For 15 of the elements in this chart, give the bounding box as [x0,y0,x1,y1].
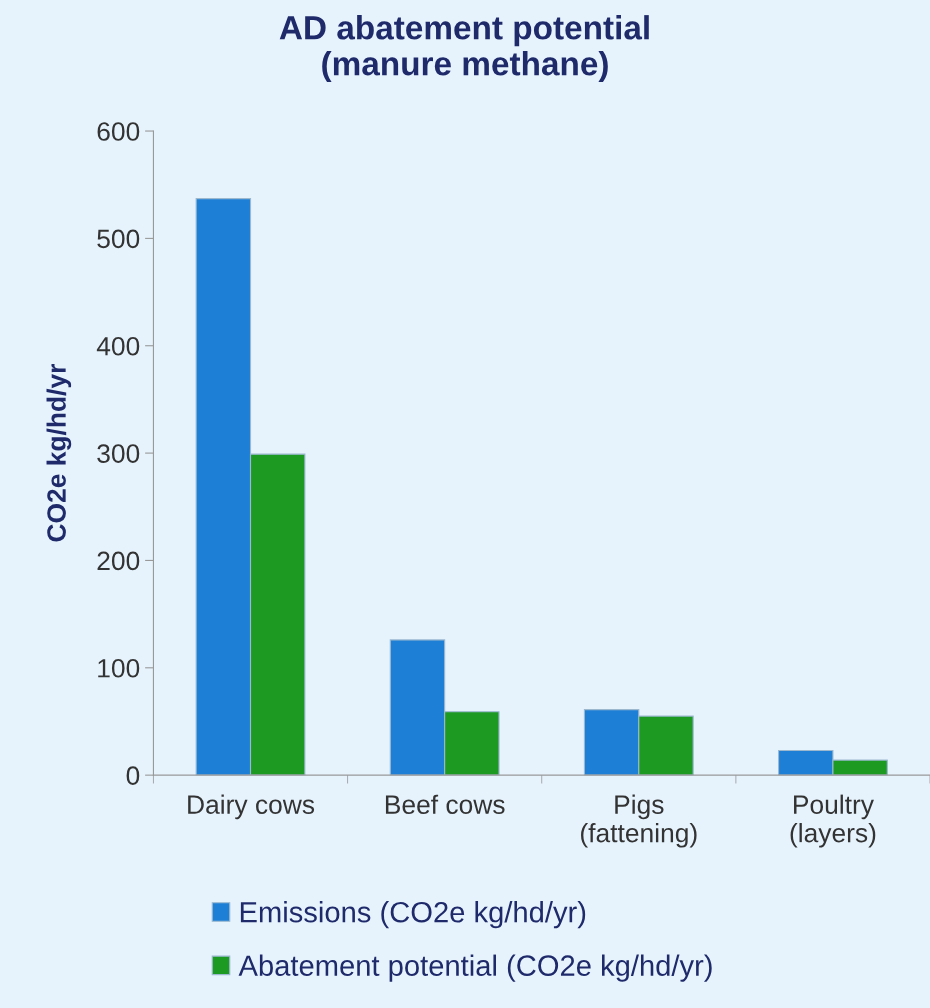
y-tick-label: 400 [96,336,140,356]
x-tick-label: Poultry (layers) [790,794,876,848]
legend-label: Abatement potential (CO2e kg/hd/yr) [238,954,712,982]
x-tick-label: Beef cows [385,794,505,814]
y-tick-label: 300 [97,444,140,463]
y-tick-label: 600 [97,122,140,141]
x-tick-label: Pigs (fattening) [581,794,697,848]
x-tick-label: Dairy cows [188,794,315,820]
y-tick-label: 0 [126,766,140,785]
y-tick-label: 100 [98,658,140,678]
y-axis-title: CO2e kg/hd/yr [46,364,72,542]
y-tick-label: 500 [97,229,140,249]
y-tick-label: 200 [97,551,140,571]
legend-label: Emissions (CO2e kg/hd/yr) [240,901,586,929]
chart-title: AD abatement potential (manure methane) [279,15,649,83]
